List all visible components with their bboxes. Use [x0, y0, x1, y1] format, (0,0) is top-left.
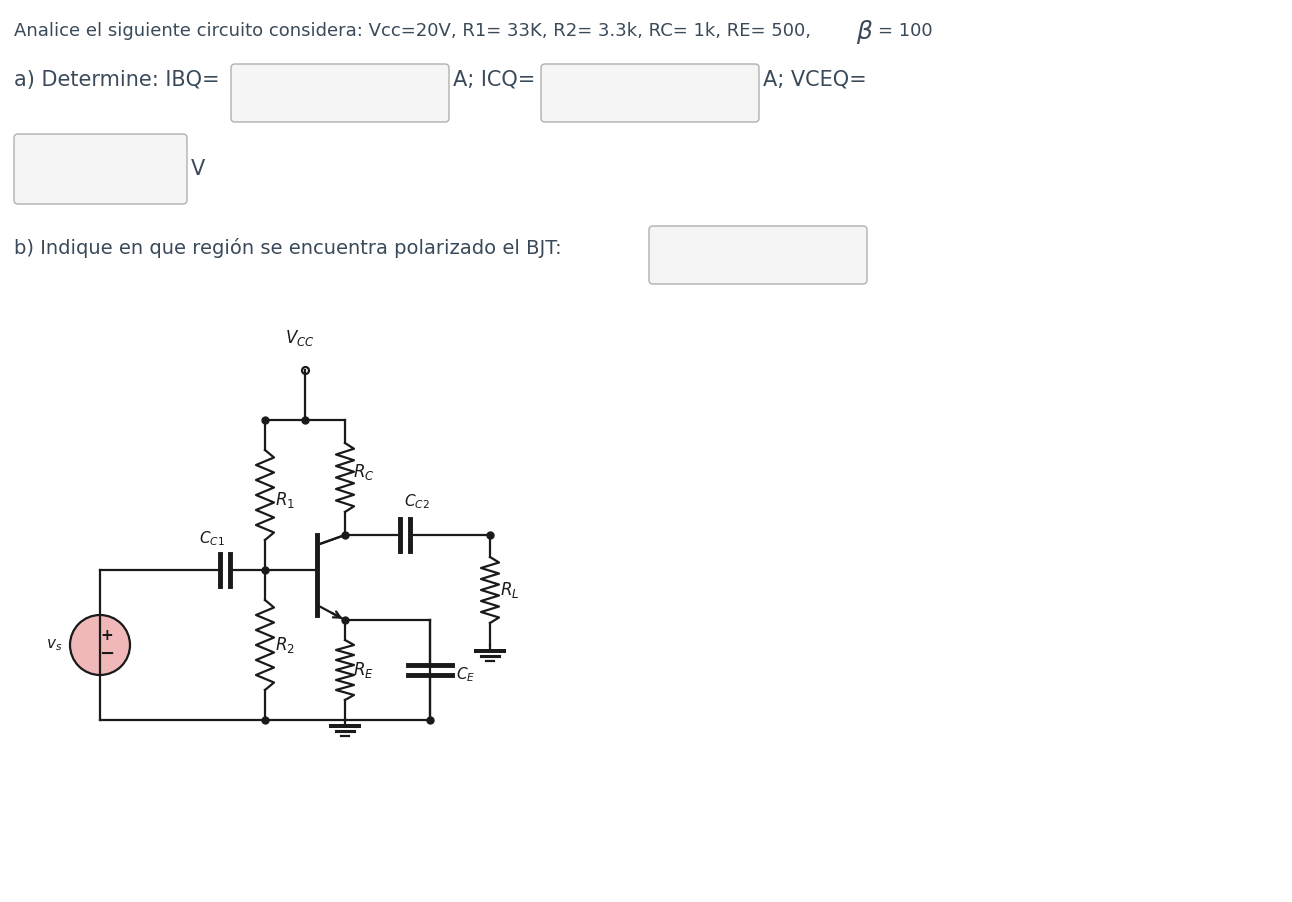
Text: $\beta$: $\beta$	[857, 18, 873, 46]
FancyBboxPatch shape	[649, 226, 867, 284]
FancyBboxPatch shape	[541, 64, 758, 122]
Text: $R_L$: $R_L$	[500, 580, 519, 600]
Text: +: +	[101, 629, 114, 643]
FancyBboxPatch shape	[14, 134, 187, 204]
FancyBboxPatch shape	[231, 64, 450, 122]
Text: $C_E$: $C_E$	[456, 666, 475, 685]
Text: $R_C$: $R_C$	[353, 463, 375, 483]
Text: $V_{CC}$: $V_{CC}$	[286, 328, 315, 348]
Text: V: V	[191, 159, 205, 179]
Text: A; VCEQ=: A; VCEQ=	[764, 70, 867, 90]
Text: Analice el siguiente circuito considera: Vcc=20V, R1= 33K, R2= 3.3k, RC= 1k, RE=: Analice el siguiente circuito considera:…	[14, 22, 817, 40]
Text: b) Indique en que región se encuentra polarizado el BJT:: b) Indique en que región se encuentra po…	[14, 238, 562, 258]
Text: $C_{C2}$: $C_{C2}$	[404, 492, 430, 511]
Text: = 100: = 100	[879, 22, 933, 40]
Text: −: −	[99, 645, 115, 663]
Text: $R_1$: $R_1$	[275, 490, 295, 510]
Text: $v_s$: $v_s$	[45, 637, 62, 653]
Text: a) Determine: IBQ=: a) Determine: IBQ=	[14, 70, 220, 90]
Text: A; ICQ=: A; ICQ=	[453, 70, 535, 90]
Text: $R_E$: $R_E$	[353, 660, 373, 680]
Text: $R_2$: $R_2$	[275, 635, 295, 655]
Text: $C_{C1}$: $C_{C1}$	[199, 529, 225, 548]
Circle shape	[70, 615, 130, 675]
